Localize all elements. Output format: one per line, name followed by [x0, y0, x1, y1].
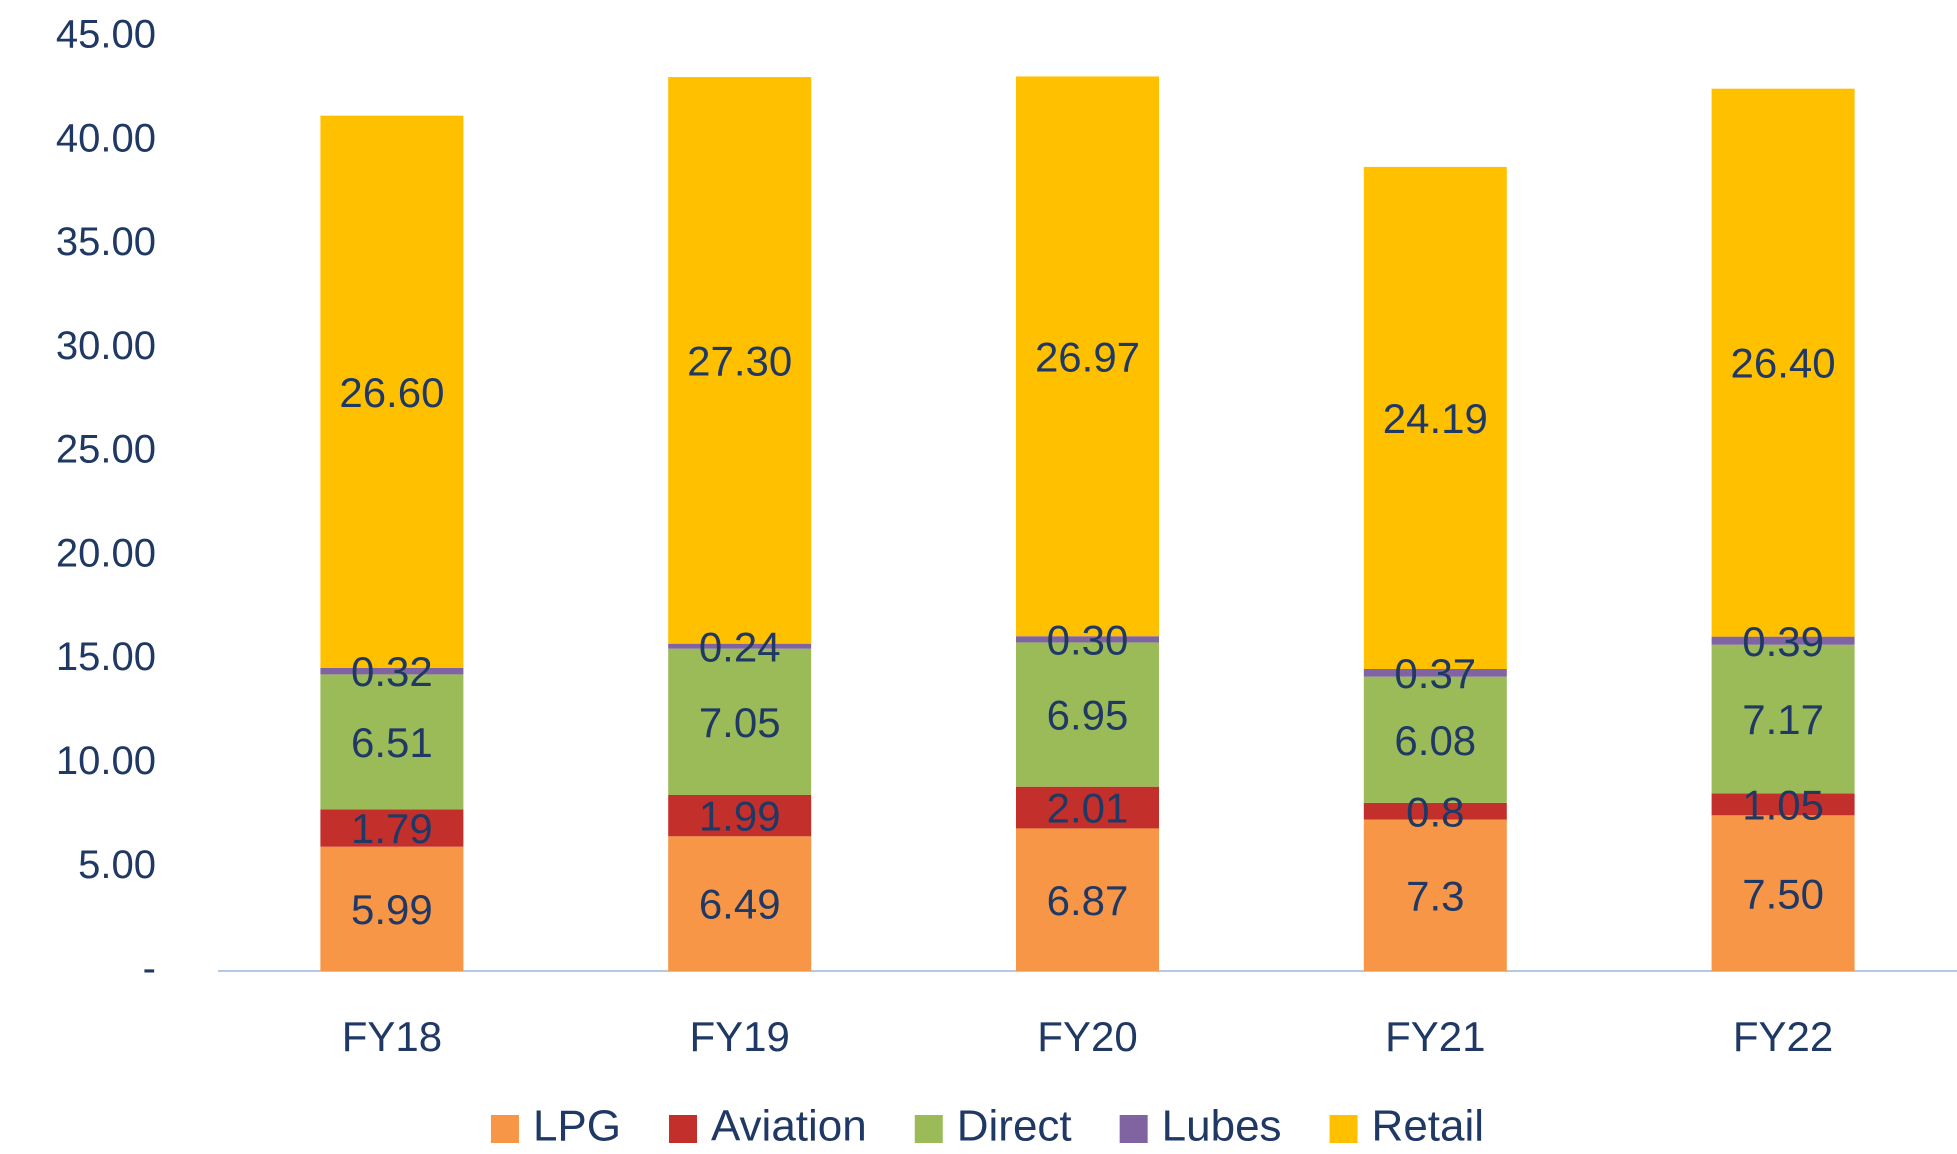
data-label: 6.49 [699, 881, 781, 928]
bar-segment [1016, 786, 1159, 829]
data-label: 7.05 [699, 699, 781, 746]
bar-segment [668, 836, 812, 971]
bar-segment [1711, 815, 1855, 971]
x-tick-label: FY21 [1385, 1013, 1485, 1060]
data-label: 26.97 [1035, 333, 1140, 380]
y-tick-label: 25.00 [56, 428, 156, 472]
legend-label: Direct [957, 1102, 1072, 1151]
bar-segment [320, 115, 464, 668]
legend-label: LPG [533, 1102, 621, 1151]
legend-swatch [490, 1115, 519, 1143]
bar-segment [668, 643, 812, 649]
data-label: 26.60 [339, 369, 444, 416]
legend-swatch [669, 1115, 697, 1143]
y-tick-label: 20.00 [56, 531, 156, 575]
bar-segment [1016, 828, 1159, 971]
y-tick-label: 10.00 [56, 739, 156, 783]
x-tick-label: FY20 [1037, 1013, 1137, 1060]
bar-segment [668, 648, 812, 795]
bar-segment [1016, 642, 1159, 787]
bar-segment [1363, 802, 1507, 820]
data-label: 2.01 [1047, 785, 1129, 832]
data-label: 0.37 [1394, 650, 1476, 697]
legend: LPG Aviation Direct Lubes Retail [490, 1102, 1485, 1151]
x-tick-label: FY18 [342, 1013, 442, 1060]
data-label: 0.30 [1047, 616, 1129, 663]
bar-segment [1016, 76, 1159, 637]
legend-swatch [1119, 1115, 1148, 1143]
data-label: 0.32 [351, 648, 433, 695]
data-label: 26.40 [1731, 340, 1836, 387]
data-label: 7.50 [1742, 870, 1824, 917]
bar-segment [1363, 166, 1507, 670]
bar-segment [668, 77, 812, 644]
y-tick-label: 15.00 [56, 635, 156, 679]
data-label: 7.17 [1742, 696, 1824, 743]
legend-label: Aviation [711, 1102, 867, 1151]
bar-segment [1711, 793, 1855, 816]
legend-swatch [1329, 1115, 1358, 1143]
bar-segment [1363, 676, 1507, 803]
y-tick-label: 30.00 [56, 324, 156, 368]
bar-segment [320, 674, 464, 810]
data-label: 1.05 [1742, 782, 1824, 829]
bar-segment [1711, 88, 1855, 637]
y-tick-label: 5.00 [78, 843, 156, 887]
bar-segment [320, 846, 464, 971]
data-label: 6.95 [1047, 692, 1129, 739]
y-tick-label: 40.00 [56, 116, 156, 160]
legend-swatch [914, 1115, 943, 1143]
legend-label: Lubes [1162, 1102, 1282, 1151]
data-label: 0.39 [1742, 618, 1824, 665]
bar-segment [1363, 669, 1507, 677]
data-label: 0.24 [699, 623, 781, 670]
data-label: 1.79 [351, 805, 433, 852]
y-tick-label: 35.00 [56, 220, 156, 264]
y-tick-label: - [143, 947, 156, 991]
bar-segment [1711, 636, 1855, 645]
data-label: 1.99 [699, 793, 781, 840]
bar-segment [668, 794, 812, 837]
data-label: 0.8 [1406, 788, 1464, 835]
bar-segment [320, 809, 464, 847]
y-tick-label: 45.00 [56, 13, 156, 57]
data-label: 6.87 [1047, 877, 1129, 924]
bar-segment [1016, 636, 1159, 643]
data-label: 7.3 [1406, 872, 1464, 919]
data-label: 5.99 [351, 886, 433, 933]
x-tick-label: FY19 [690, 1013, 790, 1060]
legend-label: Retail [1372, 1102, 1485, 1151]
data-label: 6.08 [1394, 717, 1476, 764]
data-label: 24.19 [1383, 395, 1488, 442]
x-tick-label: FY22 [1733, 1013, 1833, 1060]
data-label: 27.30 [687, 337, 792, 384]
bar-segment [320, 667, 464, 675]
bar-segment [1711, 644, 1855, 794]
data-label: 6.51 [351, 719, 433, 766]
bar-segment [1363, 819, 1507, 971]
